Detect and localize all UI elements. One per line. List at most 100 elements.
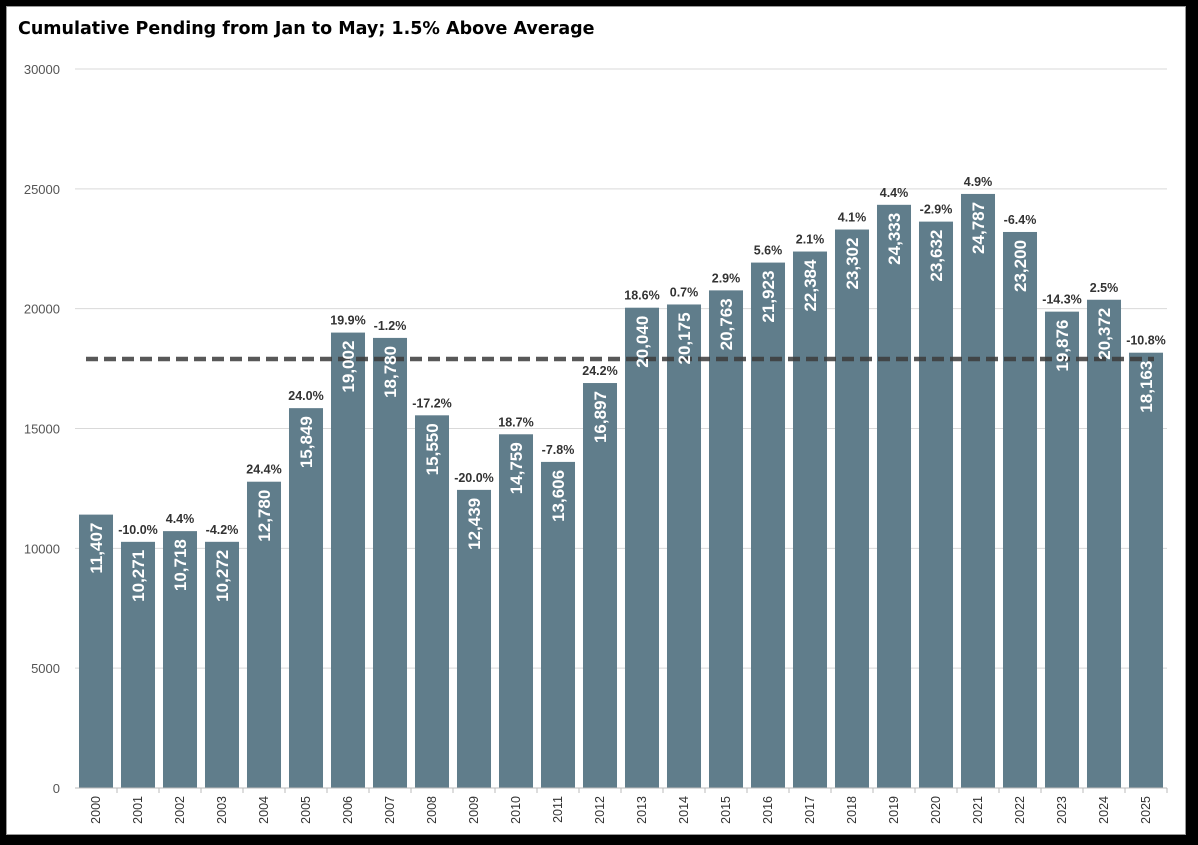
pct-change-label: 18.7% [498, 415, 533, 429]
bar-value-label: 23,632 [927, 230, 946, 282]
bar-value-label: 11,407 [87, 523, 106, 574]
bar-value-label: 20,040 [633, 316, 652, 368]
x-tick-label: 2000 [89, 796, 103, 824]
x-tick-label: 2010 [509, 796, 523, 824]
pct-change-label: 19.9% [330, 314, 365, 328]
x-tick-label: 2011 [551, 796, 565, 823]
bar-value-label: 21,923 [759, 271, 778, 323]
pct-change-label: 4.4% [880, 186, 909, 200]
bar-value-label: 10,271 [129, 550, 148, 602]
bar-value-label: 15,550 [423, 423, 442, 475]
x-tick-label: 2012 [593, 796, 607, 824]
bar-value-label: 18,780 [381, 346, 400, 398]
x-tick-label: 2016 [761, 796, 775, 824]
pct-change-label: 5.6% [754, 244, 783, 258]
pct-change-label: -1.2% [374, 319, 407, 333]
chart-frame: Cumulative Pending from Jan to May; 1.5%… [6, 6, 1186, 835]
bar [540, 461, 576, 788]
bar-value-label: 24,333 [885, 213, 904, 265]
pct-change-label: -10.0% [118, 523, 158, 537]
pct-change-label: -6.4% [1004, 213, 1037, 227]
bar [1086, 299, 1122, 788]
bar [498, 434, 534, 788]
pct-change-label: -10.8% [1126, 334, 1166, 348]
bar-value-label: 10,718 [171, 539, 190, 591]
x-tick-label: 2019 [887, 796, 901, 824]
x-tick-label: 2001 [131, 796, 145, 824]
chart-title: Cumulative Pending from Jan to May; 1.5%… [18, 19, 595, 39]
pct-change-label: 2.9% [712, 271, 741, 285]
x-tick-label: 2020 [929, 796, 943, 824]
bar-value-label: 20,175 [675, 312, 694, 364]
bar [624, 307, 660, 788]
bar [666, 304, 702, 788]
x-tick-label: 2015 [719, 796, 733, 824]
pct-change-label: -17.2% [412, 396, 452, 410]
pct-change-label: 24.4% [246, 463, 281, 477]
pct-change-label: 0.7% [670, 285, 699, 299]
bar [834, 229, 870, 788]
bar [330, 332, 366, 788]
pct-change-label: 4.4% [166, 512, 195, 526]
bar [1128, 352, 1164, 788]
bar-value-label: 20,763 [717, 298, 736, 350]
labels: 11,407 10,271 -10.0% 10,718 4.4% 10,272 -4.2% 1… [87, 175, 1166, 602]
pct-change-label: -7.8% [542, 443, 575, 457]
bar [708, 290, 744, 788]
x-tick-label: 2013 [635, 796, 649, 824]
bar-value-label: 14,759 [507, 442, 526, 494]
bar [918, 221, 954, 788]
x-tick-label: 2008 [425, 796, 439, 824]
bar [750, 262, 786, 789]
y-tick-label: 15000 [24, 422, 60, 437]
bar [1044, 311, 1080, 788]
x-tick-label: 2018 [845, 796, 859, 824]
pct-change-label: -2.9% [920, 203, 953, 217]
pct-change-label: -20.0% [454, 471, 494, 485]
bar-value-label: 19,002 [339, 341, 358, 393]
x-tick-label: 2017 [803, 796, 817, 824]
bar-value-label: 22,384 [801, 259, 820, 312]
x-tick-label: 2023 [1055, 796, 1069, 824]
x-tick-label: 2002 [173, 796, 187, 824]
y-tick-label: 20000 [24, 302, 60, 317]
bar [456, 489, 492, 788]
bar-value-label: 15,849 [297, 416, 316, 468]
y-tick-label: 25000 [24, 182, 60, 197]
x-tick-label: 2006 [341, 796, 355, 824]
bar [246, 481, 282, 788]
x-tick-label: 2024 [1097, 796, 1111, 824]
bar-value-label: 12,439 [465, 498, 484, 550]
bar [960, 193, 996, 788]
pct-change-label: 18.6% [624, 289, 659, 303]
x-tick-label: 2003 [215, 796, 229, 824]
bar-value-label: 10,272 [213, 550, 232, 602]
x-tick-label: 2005 [299, 796, 313, 824]
bar-value-label: 20,372 [1095, 308, 1114, 360]
pct-change-label: -14.3% [1042, 293, 1082, 307]
bar-value-label: 13,606 [549, 470, 568, 522]
bar [288, 408, 324, 788]
y-tick-label: 5000 [31, 661, 60, 676]
y-tick-label: 10000 [24, 541, 60, 556]
pct-change-label: 4.1% [838, 211, 867, 225]
bar [78, 514, 114, 788]
pct-change-label: -4.2% [206, 523, 239, 537]
y-axis: 0 5000 10000 15000 20000 25000 30000 [24, 62, 60, 796]
bar [876, 204, 912, 789]
bar-chart: 0 5000 10000 15000 20000 25000 30000 11,407 10,… [24, 62, 1168, 824]
x-tick-label: 2007 [383, 796, 397, 824]
bar-value-label: 23,200 [1011, 240, 1030, 292]
bar [1002, 231, 1038, 788]
x-tick-label: 2022 [1013, 796, 1027, 824]
pct-change-label: 24.0% [288, 389, 323, 403]
bar [582, 383, 618, 788]
x-axis: 2000 2001 2002 2003 2004 2005 2006 2007 2008 2009… [75, 787, 1168, 824]
x-tick-label: 2009 [467, 796, 481, 824]
bar-value-label: 23,302 [843, 238, 862, 290]
bar-value-label: 24,787 [969, 202, 988, 254]
pct-change-label: 2.1% [796, 233, 825, 247]
bar [792, 251, 828, 788]
bars [78, 193, 1164, 789]
bar-value-label: 12,780 [255, 490, 274, 542]
